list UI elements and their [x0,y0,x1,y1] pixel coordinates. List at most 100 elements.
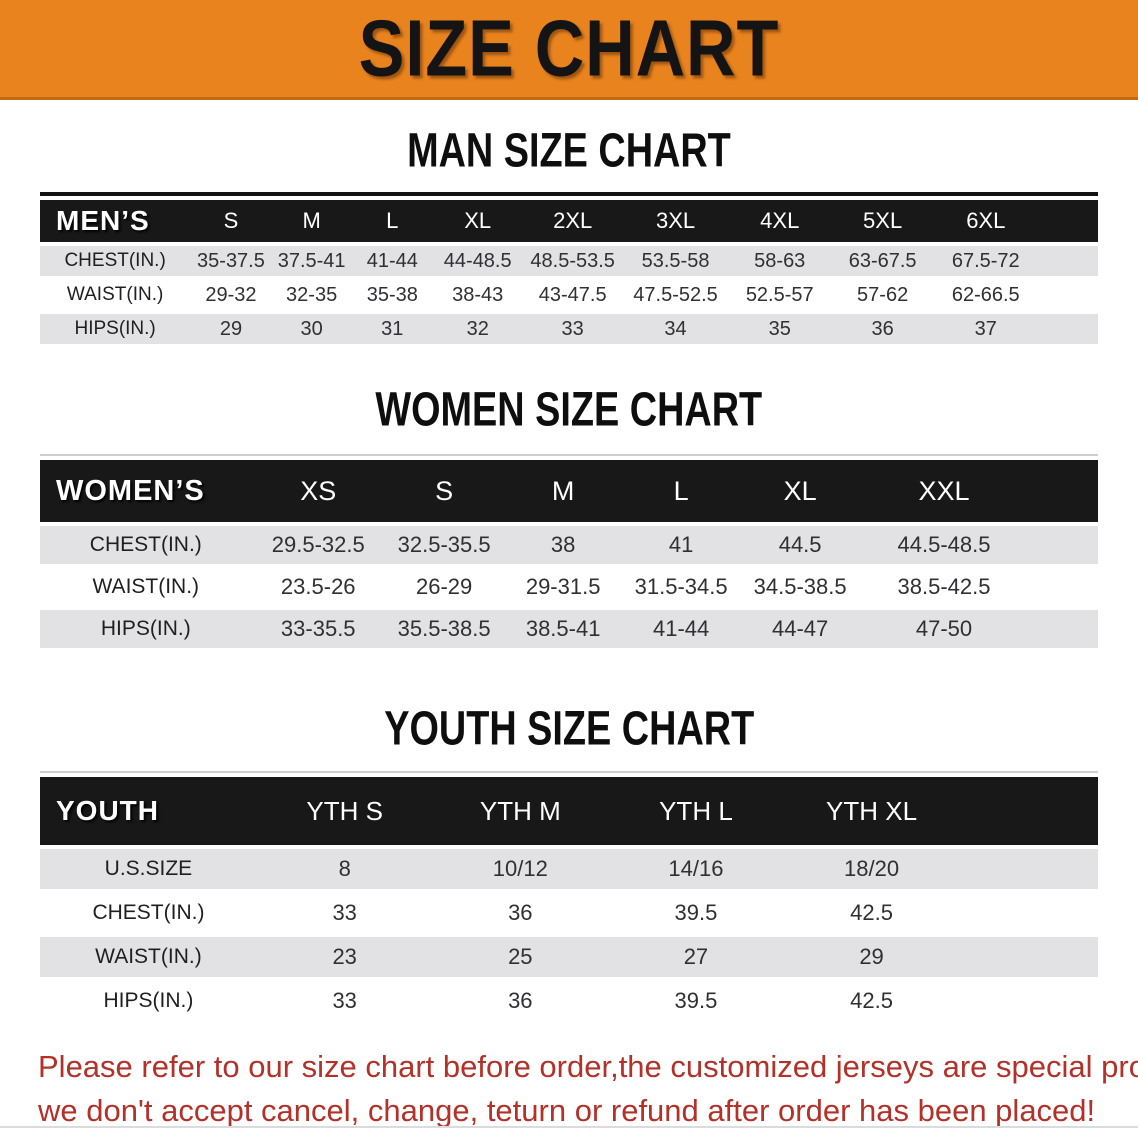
size-value-cell: 42.5 [850,900,893,925]
measure-row: CHEST(IN.) 29.5-32.5 32.5-35.5 38 41 44.5 44.5… [40,526,1098,564]
spacer-cell [1037,246,1098,276]
size-chart-banner: SIZE CHART [0,0,1138,100]
size-header: 6XL [933,200,1038,242]
size-value-cell: 33 [522,314,623,344]
corner-label: MEN’S [40,200,191,242]
size-value-cell: 36 [508,988,533,1013]
size-value-cell: 34 [622,314,729,344]
size-value-cell: 31.5-34.5 [634,574,728,599]
size-value-cell: 38.5-41 [503,610,623,648]
size-value-cell: 58-63 [728,246,832,276]
measure-row: WAIST(IN.) 23.5-26 26-29 29-31.5 31.5-34.5 34… [40,568,1098,606]
row-label: CHEST(IN.) [40,526,252,564]
size-value-cell: 44.5-48.5 [860,526,1028,564]
size-value-cell: 35 [728,314,832,344]
size-header: 4XL [728,200,832,242]
size-header: XS [251,460,385,522]
youth-size-section: YOUTH SIZE CHART YOUTH YTH S YTH M YTH L YTH… [0,702,1138,1025]
size-value-cell: 18/20 [783,849,960,889]
size-value-cell: 8 [256,849,433,889]
size-header: YTH S [256,777,433,845]
size-header: S [384,460,504,522]
size-value-cell: 33 [332,900,357,925]
size-value-cell: 37 [933,314,1038,344]
size-value-cell: 39.5 [674,988,718,1013]
size-value-cell: 43-47.5 [538,283,607,306]
corner-label: WOMEN’S [40,460,252,522]
disclaimer-line-1: Please refer to our size chart before or… [38,1049,1138,1084]
measure-row: CHEST(IN.) 33 36 39.5 42.5 [40,893,1098,933]
size-value-cell: 33 [332,988,357,1013]
size-value-cell: 23 [256,937,433,977]
size-value-cell: 30 [271,314,352,344]
measure-row: WAIST(IN.) 29-32 32-35 35-38 38-43 43-47.5 47.… [40,280,1098,310]
size-header: L [622,460,740,522]
size-value-cell: 32-35 [286,283,338,306]
size-header: XL [433,200,523,242]
size-value-cell: 38 [503,526,623,564]
spacer-cell [1037,314,1098,344]
measure-row: HIPS(IN.) 29 30 31 32 33 34 35 36 37 [40,314,1098,344]
size-value-cell: 47.5-52.5 [633,283,718,306]
size-value-cell: 39.5 [674,900,718,925]
men-size-section: MAN SIZE CHART MEN’S S M L XL 2XL 3XL 4XL 5XL 6XL… [0,123,1138,348]
size-value-cell: 48.5-53.5 [522,246,623,276]
size-value-cell: 36 [831,314,934,344]
size-value-cell: 29.5-32.5 [251,526,385,564]
size-value-cell: 29-32 [205,283,257,306]
row-label: HIPS(IN.) [40,610,252,648]
size-header: M [271,200,352,242]
size-header: YTH L [608,777,784,845]
measure-row: HIPS(IN.) 33-35.5 35.5-38.5 38.5-41 41-44 44-… [40,610,1098,648]
women-chart-heading: WOMEN SIZE CHART [0,382,1138,437]
size-value-cell: 41 [622,526,740,564]
row-label: WAIST(IN.) [40,937,257,977]
row-label: HIPS(IN.) [40,314,191,344]
measure-row: HIPS(IN.) 33 36 39.5 42.5 [40,981,1098,1021]
size-value-cell: 35.5-38.5 [384,610,504,648]
size-value-cell: 27 [608,937,784,977]
banner-title: SIZE CHART [358,3,780,93]
size-value-cell: 29-31.5 [525,574,601,599]
size-value-cell: 34.5-38.5 [753,574,847,599]
size-value-cell: 14/16 [608,849,784,889]
size-header: 2XL [522,200,623,242]
size-header: XXL [860,460,1028,522]
youth-chart-heading: YOUTH SIZE CHART [0,702,1138,756]
size-value-cell: 37.5-41 [271,246,352,276]
size-value-cell: 44-47 [739,610,861,648]
size-value-cell: 57-62 [857,283,909,306]
size-header-row: MEN’S S M L XL 2XL 3XL 4XL 5XL 6XL [40,200,1098,242]
row-label: WAIST(IN.) [66,284,164,305]
size-value-cell: 25 [432,937,609,977]
size-header: S [190,200,272,242]
spacer-cell [959,937,1098,977]
measure-row: CHEST(IN.) 35-37.5 37.5-41 41-44 44-48.5 48.5… [40,246,1098,276]
spacer-cell [1037,200,1098,242]
size-value-cell: 23.5-26 [280,574,356,599]
size-header: YTH M [432,777,609,845]
size-header: XL [739,460,861,522]
size-value-cell: 36 [508,900,533,925]
men-chart-heading-text: MAN SIZE CHART [407,123,731,178]
size-value-cell: 26-29 [415,574,473,599]
size-value-cell: 32.5-35.5 [384,526,504,564]
spacer-cell [1027,610,1098,648]
women-chart-heading-text: WOMEN SIZE CHART [375,382,763,437]
spacer-cell [959,777,1098,845]
size-value-cell: 32 [433,314,523,344]
disclaimer-line-2: we don't accept cancel, change, teturn o… [38,1093,1096,1128]
size-value-cell: 53.5-58 [622,246,729,276]
size-value-cell: 63-67.5 [831,246,934,276]
size-value-cell: 62-66.5 [951,283,1020,306]
size-value-cell: 38-43 [452,283,504,306]
bottom-hairline [0,1126,1138,1128]
measure-row: WAIST(IN.) 23 25 27 29 [40,937,1098,977]
size-header-row: WOMEN’S XS S M L XL XXL [40,460,1098,522]
size-value-cell: 29 [190,314,272,344]
spacer-cell [1038,280,1098,310]
spacer-cell [1027,568,1098,606]
row-label: U.S.SIZE [40,849,257,889]
size-value-cell: 42.5 [850,988,893,1013]
spacer-cell [959,893,1098,933]
